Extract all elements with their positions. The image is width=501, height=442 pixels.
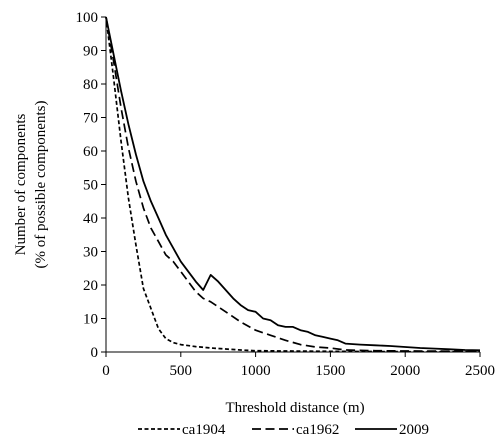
y-tick-label: 0 — [91, 345, 99, 361]
x-tick-label: 2500 — [465, 363, 495, 379]
x-tick-label: 0 — [102, 363, 110, 379]
y-tick-label: 80 — [83, 77, 98, 93]
series-line-2009 — [105, 16, 481, 352]
x-tick-label: 2000 — [390, 363, 420, 379]
x-axis-label: Threshold distance (m) — [225, 400, 364, 416]
series-line-ca1962 — [105, 16, 481, 353]
y-tick-label: 20 — [83, 278, 98, 294]
x-tick-label: 500 — [170, 363, 193, 379]
legend: ca1904 ca1962 2009 — [138, 422, 429, 438]
y-tick-label: 10 — [83, 312, 98, 328]
legend-label-ca1904: ca1904 — [182, 422, 226, 438]
y-tick-label: 70 — [83, 111, 98, 127]
y-tick-label: 50 — [83, 178, 98, 194]
x-tick-label: 1500 — [315, 363, 345, 379]
y-tick-label: 40 — [83, 211, 98, 227]
y-tick-label: 60 — [83, 144, 98, 160]
y-tick-label: 90 — [83, 44, 98, 60]
series-group — [105, 16, 481, 353]
legend-label-ca1962: ca1962 — [296, 422, 339, 438]
series-line-ca1904 — [105, 16, 480, 353]
legend-label-2009: 2009 — [399, 422, 429, 438]
x-tick-label: 1000 — [241, 363, 271, 379]
y-tick-label: 30 — [83, 245, 98, 261]
axes — [105, 17, 480, 353]
y-tick-label: 100 — [76, 10, 99, 26]
y-axis-label-line1: Number of components — [13, 114, 29, 256]
y-axis-label-line2: (% of possible components) — [33, 101, 49, 269]
